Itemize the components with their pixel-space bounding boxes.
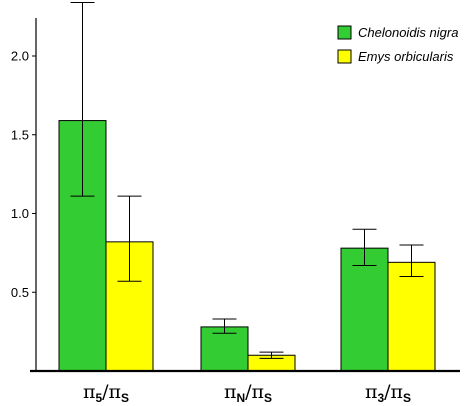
legend: Chelonoidis nigra Emys orbicularis	[337, 25, 458, 64]
y-axis: 0.5 1.0 1.5 2.0	[11, 18, 37, 371]
bar	[340, 247, 389, 372]
legend-label: Emys orbicularis	[358, 49, 454, 64]
x-tick-label: π5/πS	[83, 381, 129, 405]
legend-swatch	[337, 49, 352, 64]
y-tick-label: 1.0	[11, 206, 29, 221]
bars-group	[58, 120, 436, 372]
x-tick-label: πN/πS	[224, 381, 272, 405]
x-tick-label: π3/πS	[365, 381, 411, 405]
y-tick-label: 1.5	[11, 127, 29, 142]
legend-swatch	[337, 25, 352, 40]
error-bars-group	[70, 1, 424, 359]
y-tick-label: 0.5	[11, 285, 29, 300]
x-axis: π5/πS πN/πS π3/πS	[30, 369, 460, 405]
bar	[387, 261, 436, 372]
y-tick-label: 2.0	[11, 49, 29, 64]
legend-label: Chelonoidis nigra	[358, 25, 458, 40]
